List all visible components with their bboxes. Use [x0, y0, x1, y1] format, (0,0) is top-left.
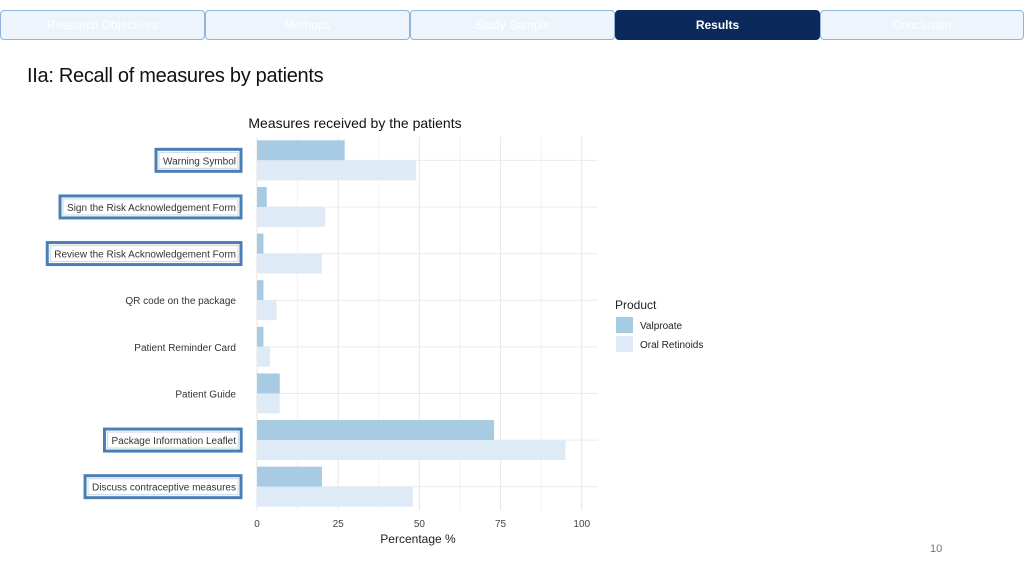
category-label-qr-code-on-the-package: QR code on the package [125, 296, 236, 307]
tab-conclusion[interactable]: Conclusion [820, 10, 1024, 40]
bar-valproate-patient-guide [257, 373, 280, 394]
legend-swatch-oral-retinoids [616, 336, 633, 352]
bar-valproate-discuss-contraceptive-measures [257, 466, 322, 487]
tab-study-sample[interactable]: Study Sample [410, 10, 615, 40]
bar-oral-retinoids-discuss-contraceptive-measures [257, 486, 413, 507]
bar-oral-retinoids-review-the-risk-acknowledgement-form [257, 253, 322, 274]
category-label-discuss-contraceptive-measures: Discuss contraceptive measures [92, 483, 236, 494]
tab-methods[interactable]: Methods [205, 10, 410, 40]
category-label-sign-the-risk-acknowledgement-form: Sign the Risk Acknowledgement Form [67, 203, 236, 214]
bar-valproate-qr-code-on-the-package [257, 280, 264, 301]
category-label-warning-symbol: Warning Symbol [163, 156, 236, 167]
bar-oral-retinoids-qr-code-on-the-package [257, 300, 277, 321]
page-number: 10 [930, 543, 943, 555]
label-highlight-box [45, 241, 243, 267]
chart-title: Measures received by the patients [248, 115, 461, 131]
label-highlight-inner [62, 198, 239, 216]
x-tick-75: 75 [495, 519, 507, 530]
bar-valproate-review-the-risk-acknowledgement-form [257, 233, 264, 254]
bar-valproate-sign-the-risk-acknowledgement-form [257, 186, 267, 207]
chart-bars [257, 140, 566, 507]
legend-label-valproate: Valproate [640, 321, 683, 332]
label-highlight-inner [49, 245, 239, 263]
label-highlight-inner [106, 431, 239, 449]
tab-research-objectives[interactable]: Research Objectives [0, 10, 205, 40]
label-highlight-box [154, 147, 243, 173]
category-labels: Warning Symbol Sign the Risk Acknowledgem… [45, 147, 243, 500]
bar-oral-retinoids-package-information-leaflet [257, 440, 566, 461]
x-tick-50: 50 [414, 519, 426, 530]
legend-label-oral-retinoids: Oral Retinoids [640, 340, 703, 351]
bar-valproate-warning-symbol [257, 140, 345, 161]
bar-oral-retinoids-patient-guide [257, 393, 280, 414]
x-tick-100: 100 [573, 519, 590, 530]
bar-oral-retinoids-patient-reminder-card [257, 346, 270, 367]
x-axis-ticks: 0 25 50 75 100 [254, 519, 590, 530]
x-tick-25: 25 [333, 519, 345, 530]
legend: Product Valproate Oral Retinoids [615, 298, 703, 352]
category-label-review-the-risk-acknowledgement-form: Review the Risk Acknowledgement Form [54, 250, 236, 261]
category-label-patient-guide: Patient Guide [175, 389, 236, 400]
bar-oral-retinoids-warning-symbol [257, 160, 417, 181]
label-highlight-box [102, 427, 243, 453]
tab-results[interactable]: Results [615, 10, 820, 40]
x-tick-0: 0 [254, 519, 260, 530]
legend-title: Product [615, 298, 657, 312]
label-highlight-inner [87, 478, 239, 496]
label-highlight-box [83, 474, 243, 500]
slide-title: IIa: Recall of measures by patients [27, 65, 324, 87]
category-label-patient-reminder-card: Patient Reminder Card [134, 343, 236, 354]
category-label-package-information-leaflet: Package Information Leaflet [111, 436, 236, 447]
bar-valproate-package-information-leaflet [257, 420, 495, 441]
label-highlight-inner [158, 151, 239, 169]
label-highlight-box [58, 194, 243, 220]
legend-swatch-valproate [616, 317, 633, 333]
x-axis-label: Percentage % [380, 532, 456, 546]
navigation-tabs: Research Objectives Methods Study Sample… [0, 10, 1024, 40]
bar-valproate-patient-reminder-card [257, 326, 264, 347]
bar-oral-retinoids-sign-the-risk-acknowledgement-form [257, 206, 326, 227]
